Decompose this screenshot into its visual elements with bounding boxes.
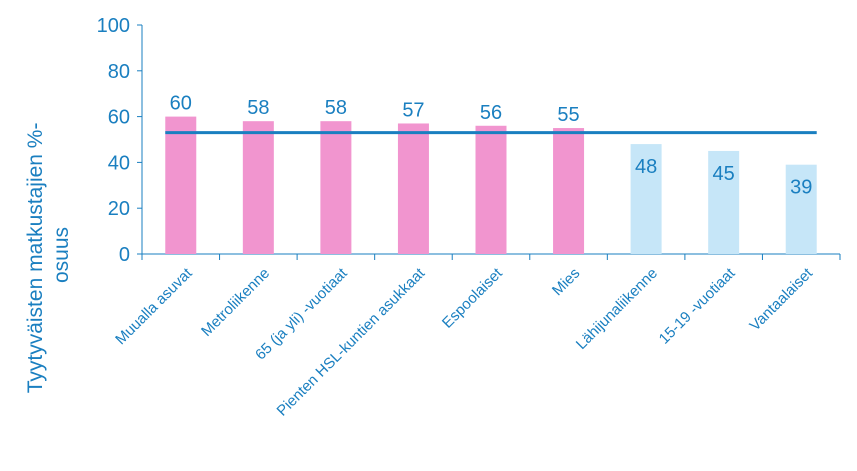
bar [242, 121, 274, 255]
bars [165, 116, 817, 255]
data-label: 58 [325, 97, 347, 119]
category-label: Pienten HSL-kuntien asukkaat [274, 264, 429, 419]
category-label: Mies [549, 265, 583, 299]
y-tick-label: 20 [108, 198, 130, 220]
bar [785, 164, 817, 254]
bar [553, 128, 585, 254]
data-label: 39 [790, 177, 812, 199]
category-label: Lähijunaliikenne [573, 265, 661, 353]
data-label: 45 [713, 163, 735, 185]
bar [165, 116, 197, 254]
data-label: 57 [402, 99, 424, 121]
y-axis-title: Tyytyväisten matkustajien %- osuus [24, 117, 73, 394]
category-label: Muualla asuvat [112, 264, 196, 348]
bar [475, 125, 507, 254]
category-label: 15-19 -vuotiaat [656, 264, 739, 347]
y-tick-label: 60 [108, 107, 130, 129]
data-label: 48 [635, 156, 657, 178]
bar [630, 144, 662, 254]
y-axis-title-line-2: osuus [50, 227, 73, 283]
y-tick-label: 80 [108, 61, 130, 83]
category-label: Metroliikenne [198, 265, 273, 340]
y-axis-title-line-1: Tyytyväisten matkustajien %- [24, 123, 47, 394]
data-label: 58 [247, 97, 269, 119]
bar [708, 150, 740, 254]
category-label: Vantaalaiset [746, 264, 816, 334]
y-tick-label: 40 [108, 152, 130, 174]
data-label: 60 [170, 93, 192, 115]
data-label: 55 [557, 104, 579, 126]
bar [320, 121, 352, 255]
data-label: 56 [480, 102, 502, 124]
bar [397, 123, 429, 254]
y-tick-label: 0 [119, 244, 130, 266]
category-label: Espoolaiset [439, 264, 506, 331]
data-labels: 60 58 58 57 56 55 48 45 39 [170, 93, 813, 199]
y-tick-label: 100 [97, 15, 130, 37]
